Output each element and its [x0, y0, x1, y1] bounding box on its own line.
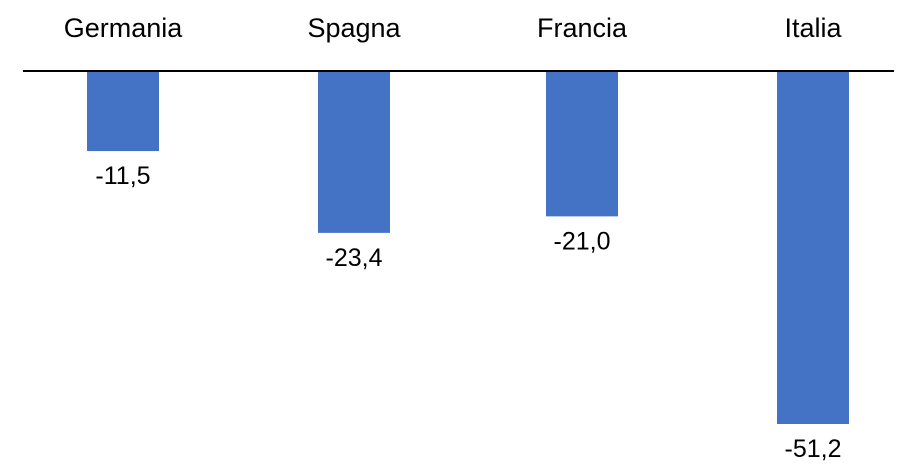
category-label-germania: Germania — [64, 13, 184, 43]
category-label-italia: Italia — [784, 13, 842, 43]
category-label-spagna: Spagna — [307, 13, 401, 43]
bars-group — [87, 72, 849, 424]
data-label-germania: -11,5 — [95, 162, 150, 190]
bar-francia — [546, 72, 618, 217]
data-label-italia: -51,2 — [785, 435, 842, 463]
category-labels-group: Germania Spagna Francia Italia — [64, 13, 843, 43]
bar-italia — [777, 72, 849, 424]
data-label-francia: -21,0 — [554, 227, 611, 255]
data-labels-group: -11,5 -23,4 -21,0 -51,2 — [95, 162, 841, 463]
data-label-spagna: -23,4 — [326, 244, 383, 272]
bar-spagna — [318, 72, 390, 233]
bar-germania — [87, 72, 159, 152]
category-label-francia: Francia — [537, 13, 628, 43]
